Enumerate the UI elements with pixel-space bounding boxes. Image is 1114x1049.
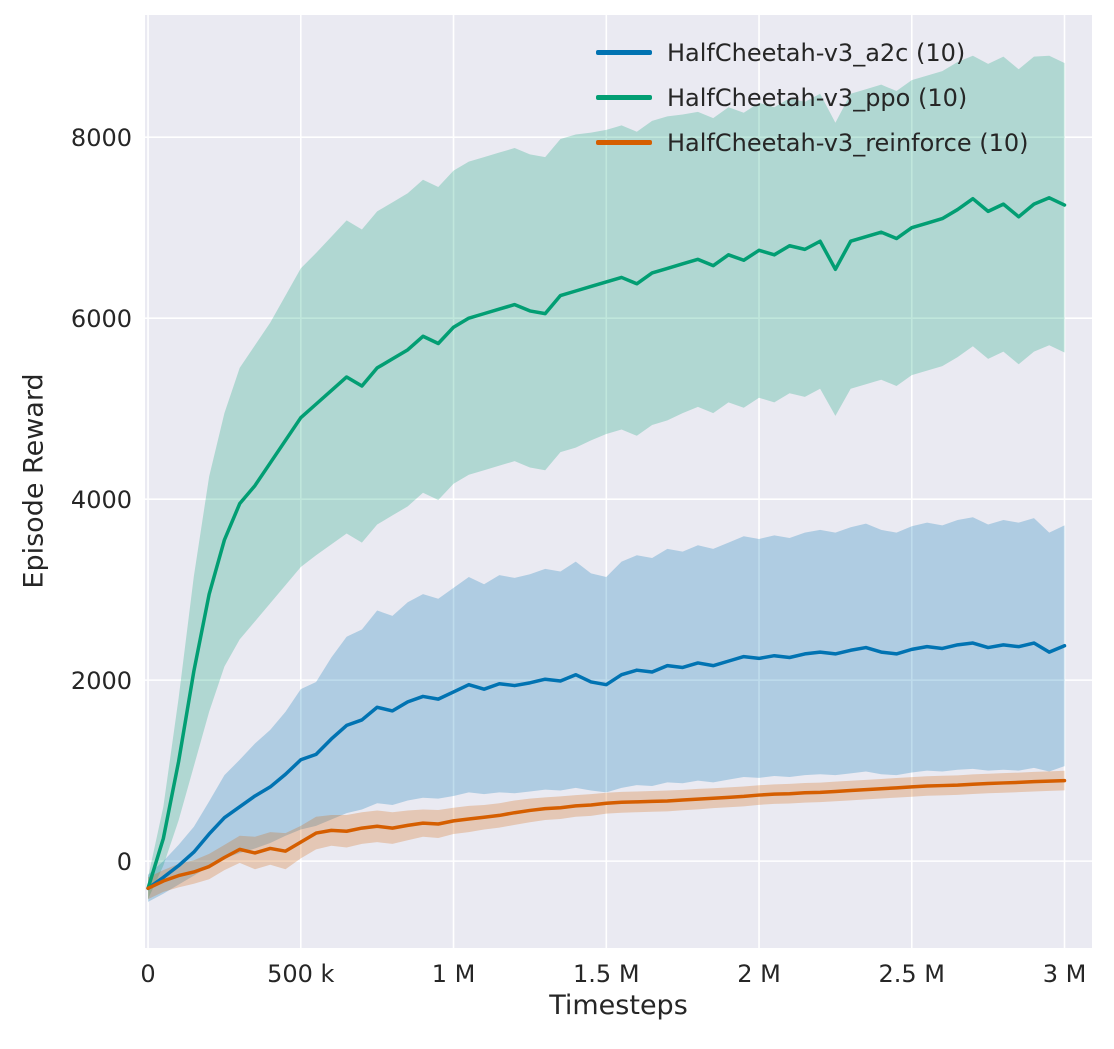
x-tick-label: 2 M: [737, 960, 781, 988]
legend-line-swatch: [596, 95, 652, 100]
x-tick-label: 1 M: [432, 960, 476, 988]
series-line-0: [146, 641, 1067, 891]
x-tick-label: 500 k: [267, 960, 334, 988]
y-tick-label: 8000: [71, 124, 132, 152]
legend-line-swatch: [596, 140, 652, 145]
x-tick-label: 3 M: [1043, 960, 1087, 988]
x-tick-label: 2.5 M: [879, 960, 946, 988]
y-axis-label: Episode Reward: [18, 373, 50, 589]
x-axis-label: Timesteps: [549, 990, 688, 1021]
y-tick-label: 2000: [71, 667, 132, 695]
x-tick-label: 1.5 M: [573, 960, 640, 988]
legend-entry-label: HalfCheetah-v3_a2c (10): [667, 38, 966, 67]
legend-entry-label: HalfCheetah-v3_reinforce (10): [667, 128, 1029, 157]
plot-area: [145, 15, 1092, 948]
legend-entry-reinforce: HalfCheetah-v3_reinforce (10): [596, 126, 1029, 159]
y-tick-label: 0: [117, 848, 132, 876]
series-line-2: [146, 778, 1067, 891]
legend-entry-label: HalfCheetah-v3_ppo (10): [667, 83, 968, 112]
y-tick-label: 6000: [71, 305, 132, 333]
legend-entry-a2c: HalfCheetah-v3_a2c (10): [596, 36, 1029, 69]
confidence-band-0: [148, 517, 1065, 902]
series-line-1: [146, 196, 1067, 891]
legend-line-swatch: [596, 50, 652, 55]
legend: HalfCheetah-v3_a2c (10) HalfCheetah-v3_p…: [596, 36, 1029, 159]
y-tick-label: 4000: [71, 486, 132, 514]
x-tick-label: 0: [140, 960, 155, 988]
legend-entry-ppo: HalfCheetah-v3_ppo (10): [596, 81, 1029, 114]
